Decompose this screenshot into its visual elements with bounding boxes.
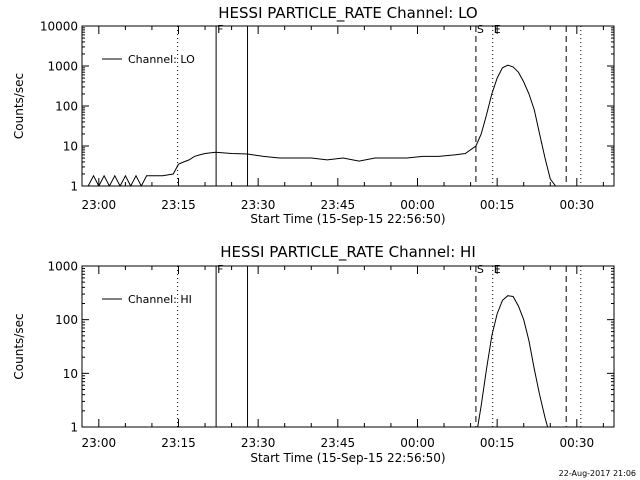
x-tick-label: 00:30 bbox=[560, 436, 595, 450]
series-line bbox=[477, 295, 549, 427]
y-tick-label: 100 bbox=[55, 100, 78, 114]
marker-label: S bbox=[477, 263, 484, 276]
x-tick-label: 23:15 bbox=[161, 436, 196, 450]
legend-label: Channel: LO bbox=[128, 53, 195, 66]
plot-frame bbox=[81, 265, 615, 428]
lo-channel-panel: HESSI PARTICLE_RATE Channel: LO 1 10 100 100… bbox=[12, 4, 615, 226]
marker-label: F bbox=[217, 263, 223, 276]
marker-label: E bbox=[494, 263, 501, 276]
x-axis-label: Start Time (15-Sep-15 22:56:50) bbox=[250, 451, 445, 465]
y-tick-label: 100 bbox=[55, 313, 78, 327]
y-tick-label: 10000 bbox=[40, 20, 78, 34]
x-tick-label: 23:00 bbox=[82, 436, 117, 450]
y-axis-label: Counts/sec bbox=[12, 73, 26, 139]
y-tick-label: 1 bbox=[70, 421, 78, 435]
plot-frame bbox=[81, 25, 615, 187]
y-tick-label: 10 bbox=[63, 367, 78, 381]
chart-title: HESSI PARTICLE_RATE Channel: LO bbox=[218, 4, 477, 23]
y-tick-label: 1000 bbox=[47, 260, 78, 274]
x-tick-label: 23:00 bbox=[82, 198, 117, 212]
y-tick-label: 1000 bbox=[47, 60, 78, 74]
x-tick-label: 23:45 bbox=[321, 198, 356, 212]
x-tick-label: 23:30 bbox=[241, 198, 276, 212]
hi-channel-panel: HESSI PARTICLE_RATE Channel: HI 1 10 100 100… bbox=[12, 243, 615, 465]
x-tick-label: 23:15 bbox=[161, 198, 196, 212]
y-axis-label: Counts/sec bbox=[12, 313, 26, 379]
legend-label: Channel: HI bbox=[128, 293, 192, 306]
x-tick-label: 00:30 bbox=[560, 198, 595, 212]
series-line bbox=[82, 64, 577, 186]
marker-label: F bbox=[217, 23, 223, 36]
x-tick-label: 23:30 bbox=[241, 436, 276, 450]
x-tick-label: 23:45 bbox=[321, 436, 356, 450]
marker-label: E bbox=[494, 23, 501, 36]
plot-timestamp: 22-Aug-2017 21:06 bbox=[559, 469, 636, 478]
chart-title: HESSI PARTICLE_RATE Channel: HI bbox=[220, 243, 476, 262]
x-axis-label: Start Time (15-Sep-15 22:56:50) bbox=[250, 212, 445, 226]
y-tick-label: 1 bbox=[70, 180, 78, 194]
x-tick-label: 00:00 bbox=[400, 436, 435, 450]
x-tick-label: 00:15 bbox=[480, 198, 515, 212]
x-tick-label: 00:00 bbox=[400, 198, 435, 212]
x-tick-label: 00:15 bbox=[480, 436, 515, 450]
y-tick-label: 10 bbox=[63, 140, 78, 154]
marker-label: S bbox=[477, 23, 484, 36]
